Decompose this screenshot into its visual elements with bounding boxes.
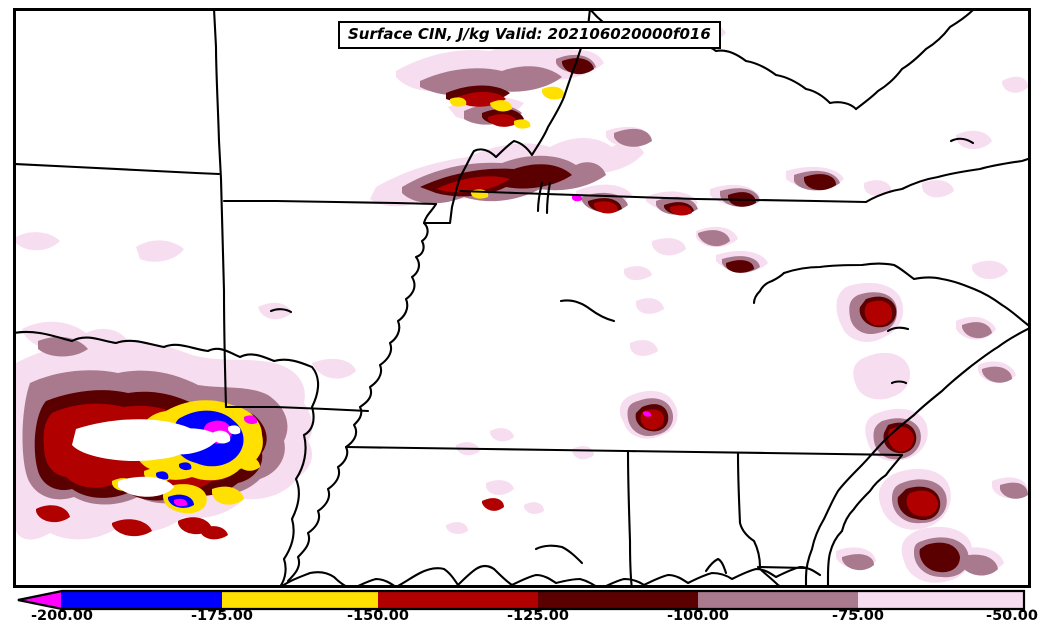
atlantic-coastline <box>804 327 1028 585</box>
colorbar-tick-label-0: -200.00 <box>31 608 93 624</box>
border-north-carolina-west <box>752 271 786 305</box>
colorbar-band-1 <box>222 591 378 609</box>
florida-panhandle <box>756 565 781 585</box>
border-kentucky-virginia <box>854 11 974 111</box>
colorbar-tick-label-2: -150.00 <box>347 608 409 624</box>
border-illinois-kentucky <box>458 11 591 179</box>
colorbar-tick-label-1: -175.00 <box>191 608 253 624</box>
cin-core-voids <box>72 419 241 497</box>
map-panel: Surface CIN, J/kg Valid: 202106020000f01… <box>13 8 1031 588</box>
border-texas-louisiana <box>279 433 307 585</box>
colorbar-tick-label-3: -125.00 <box>507 608 569 624</box>
map-title-text: Surface CIN, J/kg Valid: 202106020000f01… <box>348 25 711 43</box>
border-kansas-oklahoma <box>16 163 221 176</box>
border-texas-oklahoma <box>16 330 320 437</box>
border-georgia-south-carolina <box>826 453 904 585</box>
border-arkansas-louisiana <box>224 405 370 413</box>
mobile-bay <box>704 557 728 575</box>
map-title-box: Surface CIN, J/kg Valid: 202106020000f01… <box>338 21 721 50</box>
small-lake <box>890 380 908 385</box>
colorbar-ticks <box>60 609 1025 612</box>
weather-map <box>16 11 1028 585</box>
colorbar-band-2 <box>378 591 538 609</box>
border-alabama-georgia <box>736 451 762 569</box>
tennessee-river-lake <box>559 299 616 323</box>
colorbar: -200.00 -175.00 -150.00 -125.00 -100.00 … <box>0 588 1044 633</box>
colorbar-swatches <box>17 589 1026 612</box>
border-south-carolina-north-carolina <box>782 262 1028 327</box>
lake-texoma <box>269 308 293 314</box>
colorbar-extend-min-arrow <box>17 590 63 610</box>
colorbar-band-4 <box>698 591 858 609</box>
kentucky-lakes <box>536 181 552 215</box>
colorbar-tick-label-5: -75.00 <box>832 608 884 624</box>
cin-contour-fills <box>16 21 1028 583</box>
border-florida-georgia <box>758 565 808 570</box>
border-missouri-bootheel <box>422 175 462 225</box>
mississippi-river <box>286 202 438 583</box>
border-tennessee-virginia <box>864 157 1028 204</box>
colorbar-band-0 <box>62 591 222 609</box>
gulf-coastline <box>281 564 822 585</box>
border-tennessee-mississippi <box>344 445 628 453</box>
border-oklahoma-arkansas <box>219 177 228 409</box>
border-kentucky-tennessee <box>458 189 868 204</box>
small-lake-virginia <box>949 137 975 145</box>
colorbar-band-3 <box>538 591 698 609</box>
colorbar-tick-label-4: -100.00 <box>667 608 729 624</box>
border-missouri-arkansas <box>222 199 438 206</box>
state-boundaries <box>16 11 1028 585</box>
colorbar-band-5 <box>858 591 1024 609</box>
colorbar-outline <box>17 589 1026 611</box>
border-kansas-missouri <box>213 11 223 181</box>
border-mississippi-alabama <box>626 449 633 585</box>
lake-marion <box>886 326 910 333</box>
border-tennessee-alabama-georgia <box>624 449 904 457</box>
lake-pontchartrain <box>534 544 584 565</box>
colorbar-tick-label-6: -50.00 <box>986 608 1038 624</box>
